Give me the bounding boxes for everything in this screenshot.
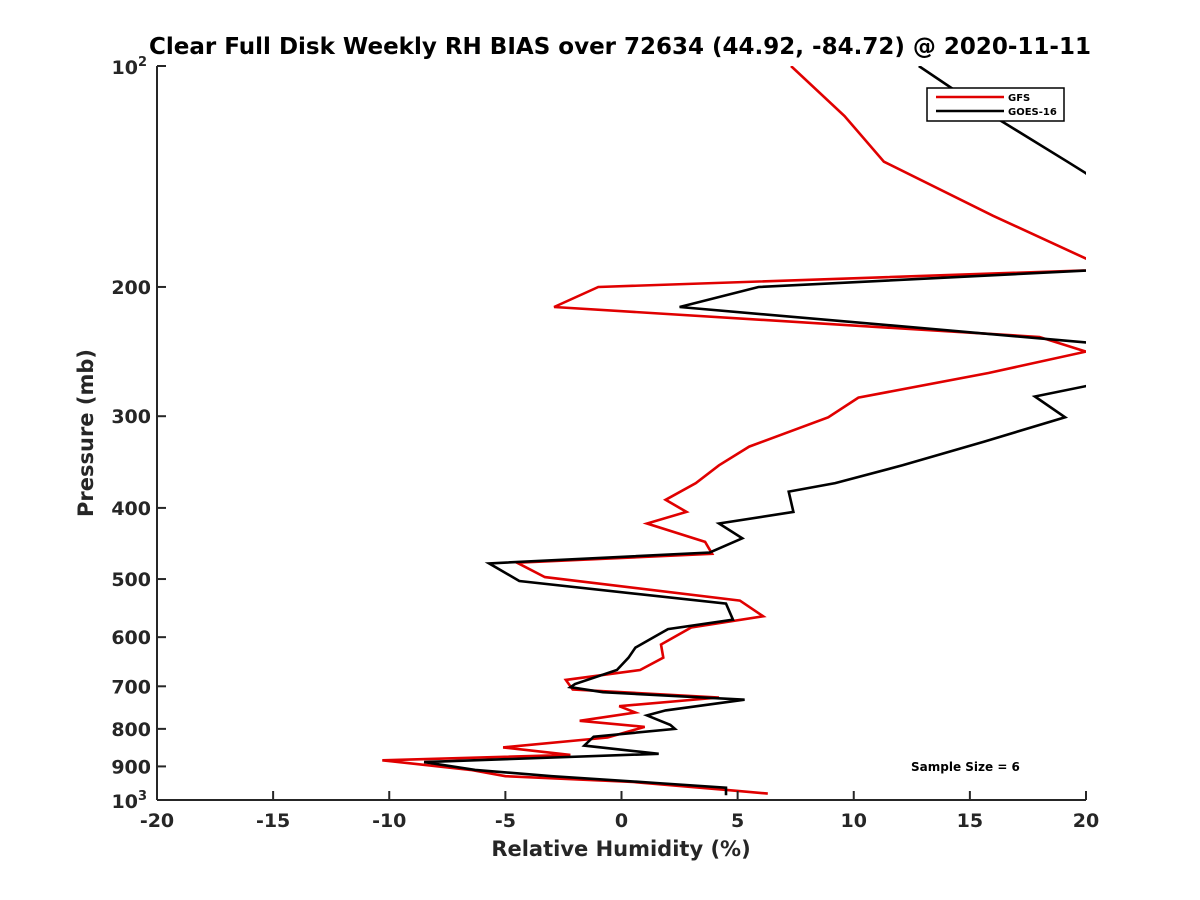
x-axis-label: Relative Humidity (%) bbox=[491, 837, 750, 861]
series-line-gfs bbox=[382, 66, 1086, 795]
y-tick-label: 400 bbox=[111, 498, 151, 520]
y-axis-label: Pressure (mb) bbox=[74, 349, 98, 517]
x-tick-label: 10 bbox=[841, 810, 867, 832]
y-tick-label: 700 bbox=[111, 676, 151, 698]
x-tick-label: 5 bbox=[731, 810, 744, 832]
x-tick-label: -10 bbox=[372, 810, 406, 832]
y-tick-label: 300 bbox=[111, 406, 151, 428]
x-tick-label: 0 bbox=[615, 810, 628, 832]
sample-size-annotation: Sample Size = 6 bbox=[911, 760, 1020, 774]
y-tick-label: 900 bbox=[111, 756, 151, 778]
x-tick-label: 15 bbox=[957, 810, 983, 832]
chart-title: Clear Full Disk Weekly RH BIAS over 7263… bbox=[149, 34, 1091, 60]
x-tick-label: -15 bbox=[256, 810, 290, 832]
y-tick-label: 800 bbox=[111, 719, 151, 741]
y-tick-label: 600 bbox=[111, 627, 151, 649]
axes-layer: -20 -15 -10 -5 0 5 10 15 20 102 200 300 400 500 600 700… bbox=[111, 55, 1099, 832]
y-tick-label: 200 bbox=[111, 277, 151, 299]
legend: GFS GOES-16 bbox=[926, 87, 1065, 122]
x-tick-label: -20 bbox=[140, 810, 174, 832]
series-layer bbox=[382, 66, 1086, 796]
legend-label-gfs: GFS bbox=[1008, 93, 1030, 104]
x-tick-label: -5 bbox=[495, 810, 516, 832]
series-line-goes-16 bbox=[423, 66, 1086, 796]
x-tick-label: 20 bbox=[1073, 810, 1099, 832]
y-tick-label: 500 bbox=[111, 569, 151, 591]
legend-label-goes-16: GOES-16 bbox=[1008, 107, 1057, 118]
y-tick-label: 103 bbox=[112, 789, 148, 813]
legend-box bbox=[926, 87, 1065, 122]
y-tick-label: 102 bbox=[112, 55, 148, 79]
